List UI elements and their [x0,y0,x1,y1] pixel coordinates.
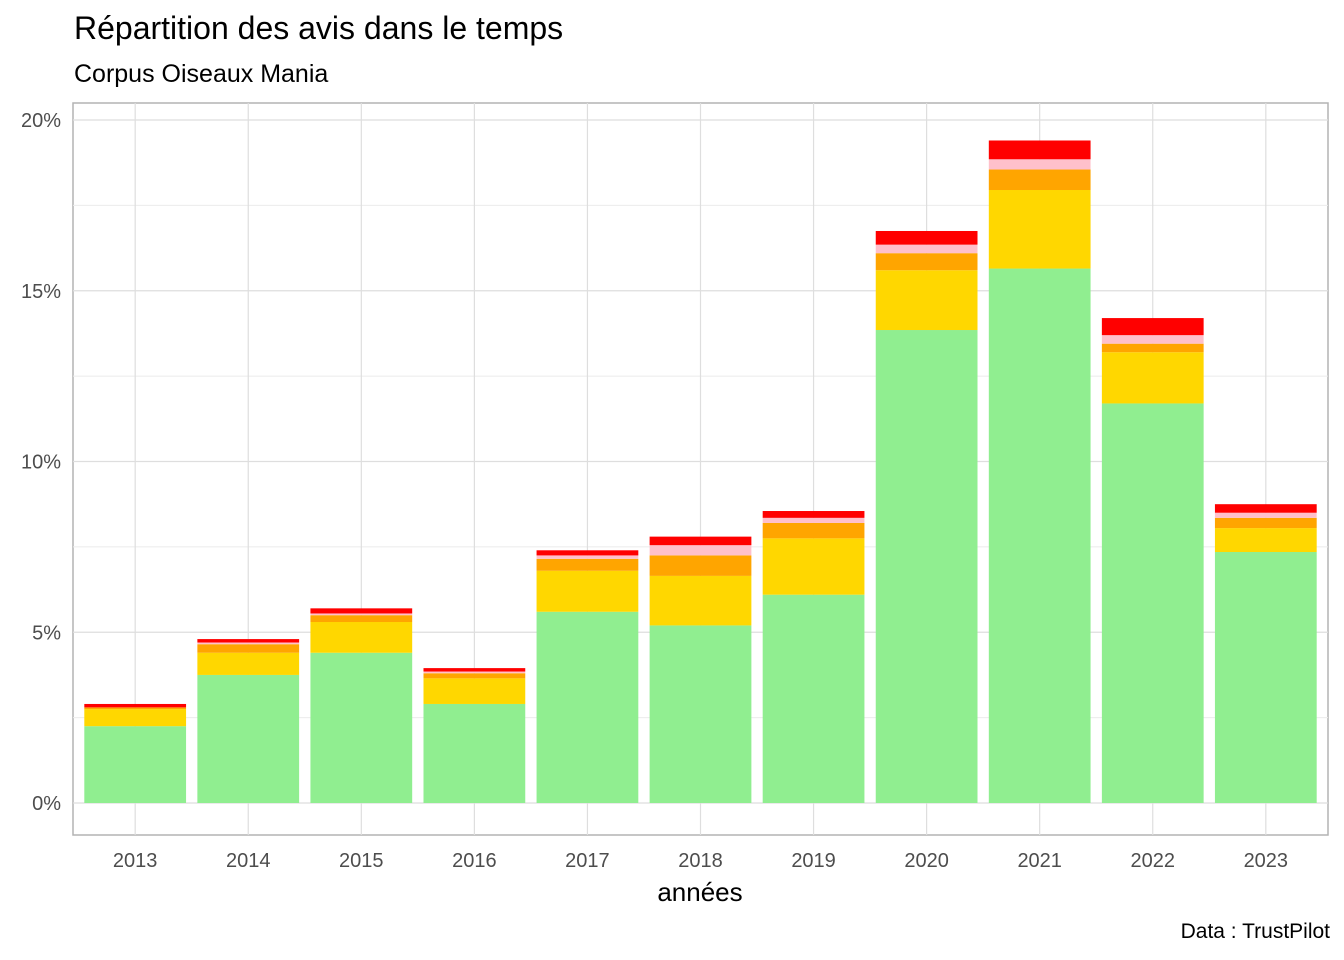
y-axis: 0% 5% 10% 15% 20% [21,110,61,815]
bar-segment [1214,517,1317,529]
bar-segment [875,230,978,245]
x-tick-label: 2017 [565,850,610,872]
bar-segment [762,522,865,539]
x-tick-label: 2020 [904,850,949,872]
x-tick-label: 2023 [1244,850,1289,872]
bar-segment [310,613,413,616]
bar-segment [875,253,978,271]
bar-segment [649,555,752,576]
bar-segment [649,575,752,626]
x-tick-label: 2015 [339,850,384,872]
bar-segment [875,270,978,331]
chart-title: Répartition des avis dans le temps [74,10,564,46]
bar-segment [84,703,187,708]
y-tick-label: 10% [21,452,61,474]
bar-segment [536,558,639,571]
x-tick-label: 2022 [1131,850,1176,872]
bar-segment [423,703,526,803]
bar-segment [310,652,413,803]
bar-segment [762,594,865,803]
bar-segment [988,140,1091,160]
bars [84,140,1317,803]
x-axis-label: années [657,877,742,907]
bar-segment [536,550,639,556]
y-tick-label: 15% [21,281,61,303]
bar-segment [84,707,187,710]
bar-segment [1214,551,1317,803]
bar-segment [1214,504,1317,513]
x-tick-label: 2021 [1017,850,1062,872]
bar-segment [423,668,526,672]
x-tick-label: 2013 [113,850,158,872]
y-tick-label: 0% [32,793,61,815]
bar-segment [310,608,413,614]
bar-segment [1214,512,1317,518]
chart-subtitle: Corpus Oiseaux Mania [74,60,329,88]
bar-segment [649,536,752,546]
bar-segment [1101,352,1204,404]
bar-segment [762,538,865,595]
bar-segment [988,190,1091,269]
bar-segment [84,726,187,803]
bar-segment [536,555,639,559]
x-tick-label: 2019 [791,850,836,872]
bar-segment [875,244,978,254]
bar-segment [84,709,187,727]
bar-segment [536,611,639,803]
y-tick-label: 5% [32,622,61,644]
bar-segment [423,678,526,704]
bar-segment [762,517,865,523]
bar-segment [423,671,526,674]
bar-segment [197,639,300,643]
bar-segment [1214,528,1317,552]
bar-segment [310,622,413,653]
chart-caption: Data : TrustPilot [1180,920,1330,943]
bar-segment [988,268,1091,803]
x-tick-label: 2014 [226,850,271,872]
bar-segment [310,615,413,623]
bar-segment [875,330,978,803]
x-tick-label: 2018 [678,850,723,872]
bar-segment [649,545,752,556]
bar-segment [762,511,865,518]
bar-segment [649,625,752,803]
bar-segment [197,674,300,803]
x-tick-label: 2016 [452,850,497,872]
bar-segment [197,644,300,653]
bar-segment [1101,318,1204,336]
bar-segment [197,642,300,645]
x-axis: 2013 2014 2015 2016 2017 2018 2019 2020 2021 2022… [113,850,1288,872]
bar-segment [536,570,639,612]
bar-segment [1101,335,1204,344]
bar-segment [988,159,1091,170]
bar-segment [988,169,1091,191]
y-tick-label: 20% [21,110,61,132]
bar-segment [423,673,526,679]
bar-segment [197,652,300,675]
bar-segment [1101,343,1204,353]
bar-segment [1101,403,1204,803]
